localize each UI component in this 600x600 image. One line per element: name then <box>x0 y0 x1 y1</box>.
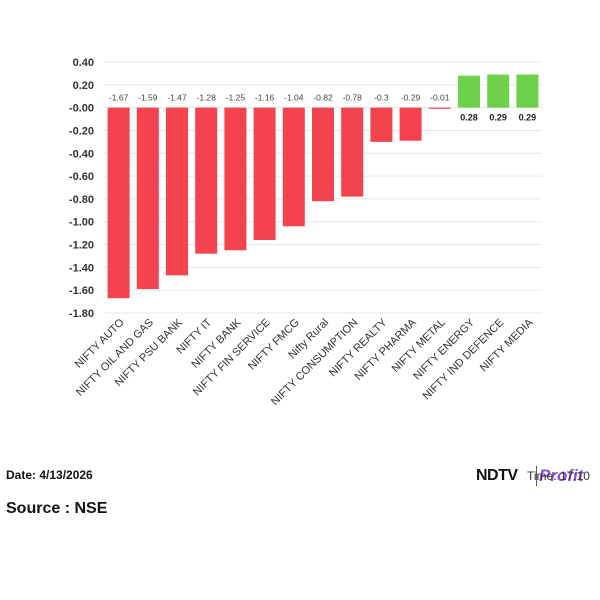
y-tick-label: -1.60 <box>69 285 94 297</box>
bar <box>487 74 510 108</box>
data-label: -1.59 <box>138 93 158 103</box>
y-tick-label: -1.80 <box>69 308 94 320</box>
data-label: -1.47 <box>167 93 187 103</box>
bar <box>399 107 422 141</box>
bars <box>107 74 539 299</box>
ndtv-profit-logo: NDTV Profit <box>476 466 596 490</box>
data-label: -0.3 <box>374 93 389 103</box>
data-label: -0.82 <box>313 93 333 103</box>
date-label: Date: 4/13/2026 <box>6 468 93 482</box>
bar-chart: 0.40 0.20 -0.00 -0.20 -0.40 -0.60 -0.80 -1.00 -1… <box>69 57 542 408</box>
y-tick-label: -1.40 <box>69 262 94 274</box>
data-label: 0.29 <box>489 113 507 123</box>
bar <box>195 107 218 254</box>
y-axis-ticks: 0.40 0.20 -0.00 -0.20 -0.40 -0.60 -0.80 -1.00 -1… <box>69 57 94 320</box>
y-tick-label: -0.60 <box>69 171 94 183</box>
data-label: 0.29 <box>519 113 537 123</box>
bar <box>312 107 334 202</box>
y-tick-label: -0.40 <box>69 148 94 160</box>
bar <box>428 107 451 109</box>
bar <box>253 107 276 240</box>
data-label: -0.29 <box>401 93 421 103</box>
bar <box>107 107 130 299</box>
data-label: -1.16 <box>255 93 275 103</box>
data-label: 0.28 <box>460 113 478 123</box>
data-label: -1.04 <box>284 93 304 103</box>
data-label: -1.67 <box>109 93 129 103</box>
y-tick-label: 0.20 <box>73 80 94 92</box>
y-tick-label: -1.00 <box>69 217 94 229</box>
time-label: Time: 17:10 <box>527 469 590 483</box>
bar <box>224 107 247 251</box>
logo-ndtv-text: NDTV <box>476 467 518 484</box>
logo-profit-text: Profit <box>539 466 584 485</box>
bar <box>282 107 305 227</box>
y-tick-label: -0.80 <box>69 194 94 206</box>
x-tick-label: NIFTY MEDIA <box>478 316 536 374</box>
source-label: Source : NSE <box>6 500 108 517</box>
data-label: -0.01 <box>430 93 450 103</box>
data-labels: -1.67 -1.59 -1.47 -1.28 -1.25 -1.16 -1.04 -0.82… <box>109 93 536 123</box>
data-label: -1.25 <box>226 93 246 103</box>
y-tick-label: 0.40 <box>73 57 94 69</box>
logo-divider <box>536 466 537 486</box>
bar <box>136 107 159 290</box>
bar <box>516 74 539 108</box>
x-tick-label: NIFTY AUTO <box>73 316 127 370</box>
bar <box>341 107 364 197</box>
y-tick-label: -0.00 <box>69 103 94 115</box>
bar <box>166 107 188 276</box>
bar <box>370 107 393 142</box>
data-label: -1.28 <box>197 93 217 103</box>
data-label: -0.78 <box>343 93 363 103</box>
y-tick-label: -1.20 <box>69 240 94 252</box>
y-tick-label: -0.20 <box>69 125 94 137</box>
bar <box>458 75 480 108</box>
